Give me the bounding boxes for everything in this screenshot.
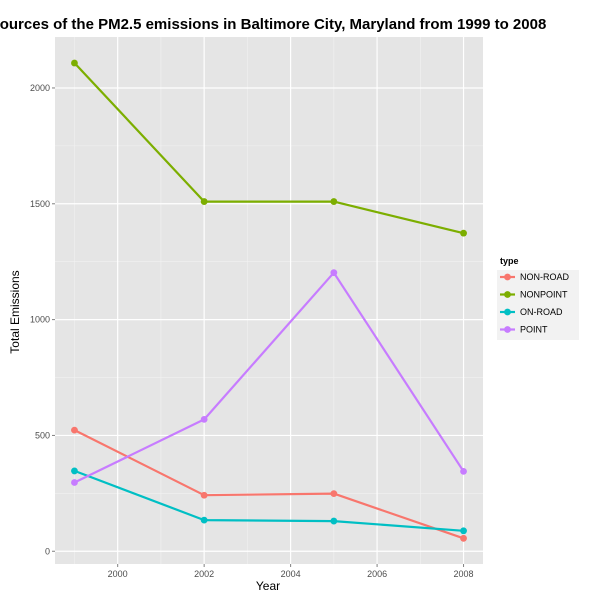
series-line-on-road — [74, 469, 464, 532]
data-point-on-road — [460, 527, 467, 535]
legend-label-on-road: ON-ROAD — [520, 307, 563, 317]
data-point-on-road — [71, 467, 78, 475]
series-layer — [71, 59, 467, 542]
data-point-non-road — [71, 426, 78, 434]
data-point-point — [200, 415, 208, 423]
legend-title: type — [500, 256, 519, 266]
x-axis-label: Year — [256, 579, 280, 593]
y-tick-label: 0 — [45, 546, 50, 556]
data-point-point — [330, 269, 338, 277]
data-point-nonpoint — [200, 198, 208, 205]
legend-label-non-road: NON-ROAD — [520, 272, 569, 282]
x-tick-label: 2004 — [281, 569, 301, 579]
legend-key-point-on-road — [504, 308, 511, 316]
legend: type NON-ROAD NONPOINT ON-ROAD POINT — [497, 256, 579, 340]
legend-label-nonpoint: NONPOINT — [520, 290, 568, 300]
x-tick-label: 2008 — [454, 569, 474, 579]
x-tick-label: 2002 — [194, 569, 214, 579]
ticks: 2000 2002 2004 2006 2008 0 500 1000 1500 2000 — [30, 83, 474, 579]
y-tick-label: 500 — [35, 430, 50, 440]
chart-title: Sources of the PM2.5 emissions in Baltim… — [0, 16, 546, 33]
x-tick-label: 2006 — [367, 569, 387, 579]
legend-key-point-point — [504, 326, 511, 333]
data-point-nonpoint — [330, 198, 338, 205]
data-point-nonpoint — [71, 59, 78, 67]
y-tick-label: 1500 — [30, 199, 50, 209]
x-tick-label: 2000 — [108, 569, 128, 579]
data-point-non-road — [330, 490, 338, 498]
legend-label-point: POINT — [520, 325, 548, 335]
series-line-non-road — [74, 429, 464, 540]
grid — [55, 37, 483, 564]
y-tick-label: 1000 — [30, 315, 50, 325]
data-point-non-road — [200, 491, 208, 499]
y-tick-label: 2000 — [30, 83, 50, 93]
data-point-point — [460, 467, 467, 475]
y-axis-label: Total Emissions — [8, 270, 22, 353]
series-line-nonpoint — [73, 62, 464, 235]
data-point-on-road — [200, 516, 208, 524]
legend-key-point-non-road — [504, 273, 511, 281]
series-line-point — [74, 271, 465, 484]
data-point-nonpoint — [460, 229, 467, 237]
data-point-on-road — [330, 517, 338, 525]
plot-panel — [55, 37, 483, 564]
data-point-point — [71, 479, 78, 486]
data-point-non-road — [460, 534, 467, 542]
legend-key-point-nonpoint — [504, 291, 511, 298]
